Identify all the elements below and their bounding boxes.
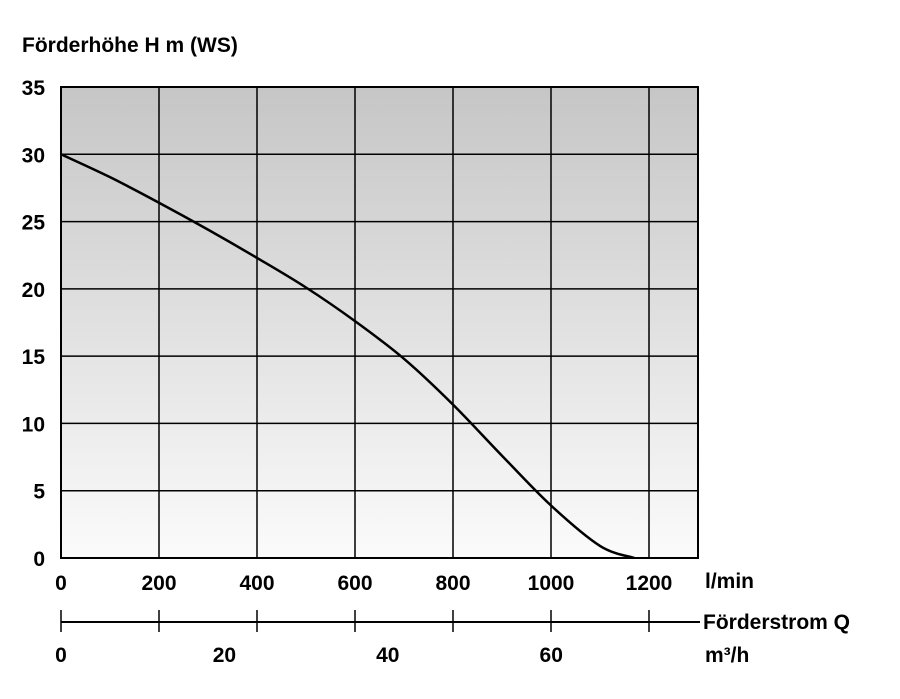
x-tick-label: 200 — [141, 572, 176, 595]
y-tick-label: 20 — [22, 279, 45, 302]
plot-area — [61, 87, 698, 558]
plot-frame — [60, 86, 699, 559]
x-tick-label: 600 — [337, 572, 372, 595]
y-tick-label: 25 — [22, 212, 46, 235]
x-tick-label-m3h: 60 — [540, 644, 563, 667]
y-tick-label: 5 — [33, 481, 45, 504]
y-tick-label: 0 — [33, 548, 45, 571]
pump-curve-line — [60, 153, 635, 560]
x-tick-label-m3h: 0 — [55, 644, 67, 667]
x-axis-label: Förderstrom Q — [703, 611, 850, 634]
x-tick-labels-lmin: 0 200 400 600 800 1000 1200 — [55, 572, 672, 595]
y-tick-label: 35 — [22, 77, 46, 100]
x-tick-label: 800 — [435, 572, 470, 595]
x-tick-label: 0 — [55, 572, 67, 595]
grid — [61, 87, 698, 558]
y-tick-label: 15 — [22, 346, 46, 369]
x-tick-label-m3h: 40 — [376, 644, 399, 667]
x-unit-lmin: l/min — [705, 570, 754, 593]
x-unit-m3h: m³/h — [705, 644, 749, 667]
x-tick-label-m3h: 20 — [213, 644, 236, 667]
x-tick-labels-m3h: 0 20 40 60 — [55, 644, 563, 667]
y-tick-label: 30 — [22, 144, 45, 167]
x-tick-label: 1200 — [626, 572, 673, 595]
y-tick-label: 10 — [22, 413, 45, 436]
x-tick-label: 1000 — [528, 572, 575, 595]
secondary-axis-ticks — [60, 610, 650, 632]
x-tick-label: 400 — [239, 572, 274, 595]
y-tick-labels: 0 5 10 15 20 25 30 35 — [22, 77, 46, 571]
y-axis-label: Förderhöhe H m (WS) — [22, 34, 238, 57]
